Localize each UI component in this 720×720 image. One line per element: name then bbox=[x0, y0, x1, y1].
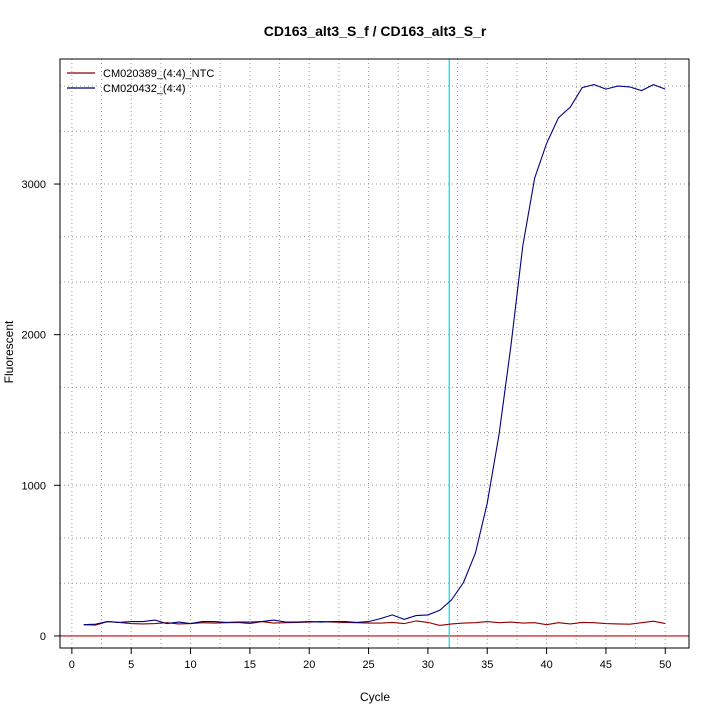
series-line-0 bbox=[83, 620, 666, 626]
marks bbox=[60, 59, 689, 648]
y-tick-label: 3000 bbox=[22, 179, 46, 191]
y-tick-label: 0 bbox=[40, 631, 46, 643]
series-line-1 bbox=[83, 84, 666, 626]
x-tick-label: 0 bbox=[69, 659, 75, 671]
x-tick-label: 25 bbox=[362, 659, 374, 671]
legend: CM020389_(4:4)_NTC CM020432_(4:4) bbox=[67, 68, 214, 95]
x-tick-label: 45 bbox=[600, 659, 612, 671]
chart-title: CD163_alt3_S_f / CD163_alt3_S_r bbox=[264, 23, 487, 39]
legend-label-0: CM020389_(4:4)_NTC bbox=[103, 68, 214, 80]
axes: 0 5 10 15 20 25 30 35 40 45 50 0 1000 2000 3000 bbox=[22, 179, 672, 671]
x-tick-label: 30 bbox=[422, 659, 434, 671]
x-tick-label: 20 bbox=[303, 659, 315, 671]
y-tick-label: 2000 bbox=[22, 330, 46, 342]
x-tick-label: 15 bbox=[244, 659, 256, 671]
x-tick-label: 5 bbox=[128, 659, 134, 671]
y-axis-label: Fluorescent bbox=[2, 320, 16, 383]
x-tick-label: 50 bbox=[659, 659, 671, 671]
x-tick-label: 10 bbox=[184, 659, 196, 671]
legend-label-1: CM020432_(4:4) bbox=[103, 83, 186, 95]
y-tick-label: 1000 bbox=[22, 480, 46, 492]
plot-frame bbox=[59, 58, 690, 649]
x-axis-label: Cycle bbox=[360, 690, 390, 704]
x-tick-label: 40 bbox=[540, 659, 552, 671]
x-tick-label: 35 bbox=[481, 659, 493, 671]
grid bbox=[60, 59, 689, 648]
